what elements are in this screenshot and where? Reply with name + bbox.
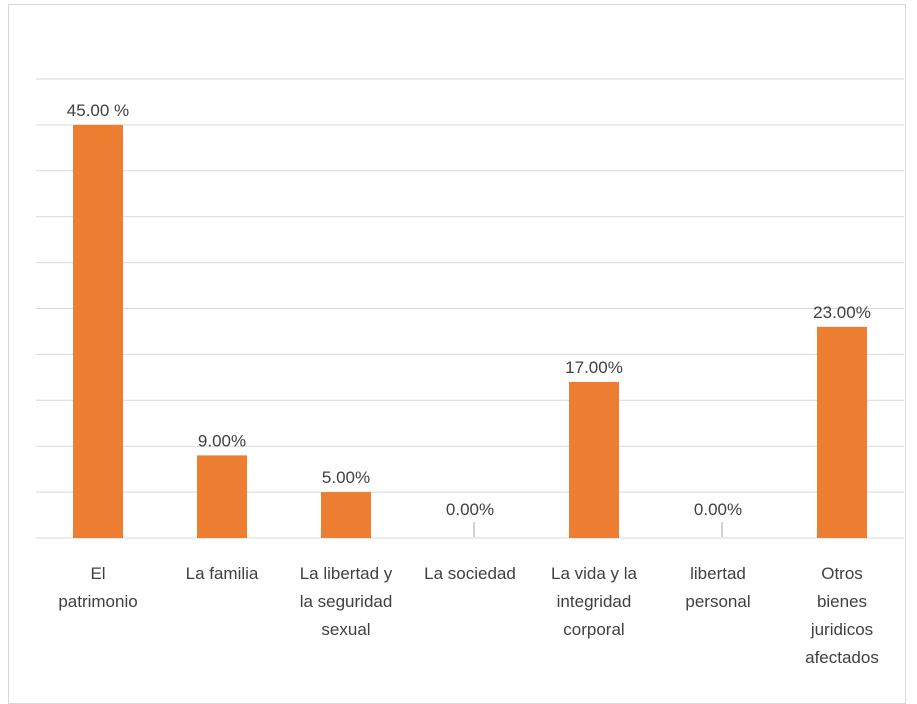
bar [73, 124, 123, 539]
data-label: 0.00% [446, 500, 494, 519]
bar [817, 326, 867, 538]
category-label: sexual [321, 620, 370, 639]
data-label: 17.00% [565, 358, 623, 377]
data-label: 23.00% [813, 303, 871, 322]
category-label: afectados [805, 648, 879, 667]
data-label: 9.00% [198, 431, 246, 450]
data-label: 45.00 % [67, 101, 129, 120]
category-label: Otros [821, 564, 863, 583]
data-label: 0.00% [694, 500, 742, 519]
category-label: La vida y la [551, 564, 638, 583]
category-label: La libertad y [300, 564, 393, 583]
category-label: la seguridad [300, 592, 393, 611]
bar [197, 455, 247, 538]
data-label: 5.00% [322, 468, 370, 487]
category-label: corporal [563, 620, 624, 639]
bar [321, 492, 371, 538]
category-label: integridad [557, 592, 632, 611]
category-label: patrimonio [58, 592, 137, 611]
category-label: personal [685, 592, 750, 611]
bar-chart: 45.00 %9.00%5.00%0.00%17.00%0.00%23.00% … [36, 78, 904, 667]
category-label: juridicos [810, 620, 873, 639]
category-label: bienes [817, 592, 867, 611]
category-label: La familia [186, 564, 259, 583]
category-labels: El patrimonio La familia La libertad y la se… [58, 564, 879, 667]
bars [73, 124, 867, 539]
category-label: El [90, 564, 105, 583]
data-labels: 45.00 % 9.00% 5.00% 0.00% 17.00% 0.00% 23.00% [67, 101, 871, 519]
category-label: libertad [690, 564, 746, 583]
bar [569, 381, 619, 538]
gridlines [36, 78, 904, 539]
category-label: La sociedad [424, 564, 516, 583]
